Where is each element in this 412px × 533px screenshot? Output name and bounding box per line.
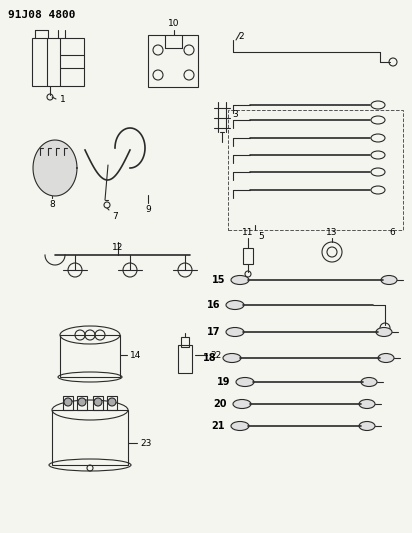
Bar [52,410,128,465]
Text: 21: 21 [211,421,225,431]
Ellipse shape [361,377,377,386]
Ellipse shape [236,377,254,386]
Ellipse shape [381,276,397,285]
Text: 22: 22 [210,351,221,359]
Bar [178,345,192,373]
Text: 16: 16 [206,300,220,310]
Text: 18: 18 [204,353,217,363]
Text: 9: 9 [145,205,151,214]
Polygon shape [33,140,77,196]
Ellipse shape [376,327,392,336]
Text: 91J08 4800: 91J08 4800 [8,10,75,20]
Ellipse shape [378,353,394,362]
Text: 11: 11 [242,228,254,237]
Text: 8: 8 [49,200,55,209]
Bar [60,335,120,377]
Bar [181,337,189,347]
Bar [32,38,84,86]
Bar [93,396,103,410]
Ellipse shape [231,276,249,285]
Text: 12: 12 [112,243,124,252]
Text: 19: 19 [216,377,230,387]
Ellipse shape [226,327,244,336]
Ellipse shape [359,400,375,408]
Bar [228,110,403,230]
Ellipse shape [223,353,241,362]
Text: 10: 10 [168,19,180,28]
Text: 3: 3 [232,110,238,119]
Text: 17: 17 [206,327,220,337]
Bar [243,248,253,264]
Bar [107,396,117,410]
Text: 6: 6 [389,228,395,237]
Text: 2: 2 [238,32,243,41]
Bar [77,396,87,410]
Circle shape [78,398,86,406]
Text: 1: 1 [60,95,66,104]
Ellipse shape [226,301,244,310]
Ellipse shape [233,400,251,408]
Text: 14: 14 [130,351,141,359]
Bar [148,35,198,87]
Text: 13: 13 [326,228,338,237]
Text: 20: 20 [213,399,227,409]
Circle shape [64,398,72,406]
Ellipse shape [231,422,249,431]
Text: 23: 23 [140,439,151,448]
Text: 5: 5 [258,232,264,241]
Circle shape [108,398,116,406]
Ellipse shape [359,422,375,431]
Text: 7: 7 [112,212,118,221]
Bar [63,396,73,410]
Circle shape [94,398,102,406]
Text: 15: 15 [211,275,225,285]
